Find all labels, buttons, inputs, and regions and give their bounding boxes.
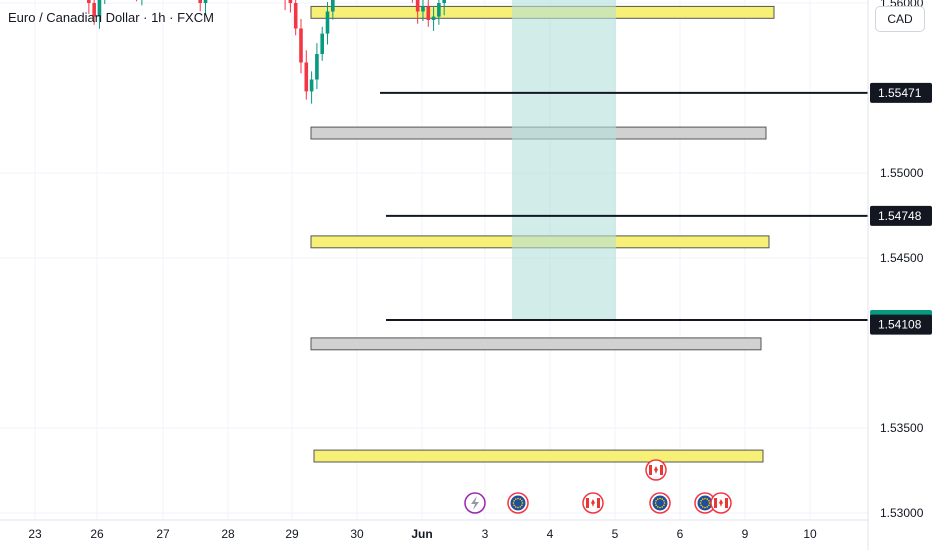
yellow-zone xyxy=(313,449,764,463)
candle-body xyxy=(442,0,446,3)
price-label: 1.54748 xyxy=(878,209,922,223)
time-axis: 23 26 27 28 29 30 Jun 3 4 5 6 9 10 xyxy=(0,519,868,541)
short-position-tool xyxy=(512,0,616,321)
candle-body xyxy=(97,0,102,17)
eu-flag-icon[interactable] xyxy=(649,492,671,514)
price-label-box xyxy=(870,82,932,103)
x-tick-label: 6 xyxy=(677,527,684,541)
candle-body xyxy=(437,3,441,17)
canada-flag-icon[interactable] xyxy=(645,459,667,481)
x-tick-label: 10 xyxy=(803,527,817,541)
y-tick-label: 1.53500 xyxy=(880,421,924,435)
x-tick-label: 29 xyxy=(285,527,299,541)
chart-title: Euro / Canadian Dollar · 1h · FXCM xyxy=(8,10,214,25)
currency-button[interactable]: CAD xyxy=(875,6,925,32)
candle-body xyxy=(431,16,436,20)
candle-body xyxy=(92,3,96,17)
candle-body xyxy=(320,33,325,54)
candle-body xyxy=(415,0,420,12)
candle-body xyxy=(87,0,91,3)
x-tick-label: 9 xyxy=(742,527,749,541)
x-tick-label: 30 xyxy=(350,527,364,541)
take-profit-zone xyxy=(512,0,616,321)
price-axis: 1.585001.580001.575001.560001.550001.545… xyxy=(867,0,932,550)
candle-body xyxy=(203,0,208,3)
candle-body xyxy=(198,0,203,3)
candle-body xyxy=(426,6,431,21)
x-tick-label: 4 xyxy=(547,527,554,541)
candle-body xyxy=(331,0,335,12)
price-label: 1.54108 xyxy=(878,318,922,332)
x-tick-label: 27 xyxy=(156,527,170,541)
candle-body xyxy=(299,28,303,63)
candle-body xyxy=(325,11,330,34)
x-tick-label: 3 xyxy=(482,527,489,541)
economic-events xyxy=(464,459,732,514)
price-label-box xyxy=(870,205,932,226)
candlesticks xyxy=(87,0,446,104)
y-tick-label: 1.55000 xyxy=(880,166,924,180)
candle-body xyxy=(288,0,293,3)
x-tick-label: 28 xyxy=(221,527,235,541)
y-tick-label: 1.56000 xyxy=(880,0,924,10)
canada-flag-icon[interactable] xyxy=(710,492,732,514)
x-tick-label: 5 xyxy=(612,527,619,541)
price-label: 1.55471 xyxy=(878,86,922,100)
candle-body xyxy=(315,54,319,80)
price-label-box xyxy=(870,314,932,335)
gray-zone xyxy=(310,337,762,351)
x-tick-label: Jun xyxy=(411,527,432,541)
x-tick-label: 26 xyxy=(90,527,104,541)
grid xyxy=(0,0,868,520)
y-tick-label: 1.54500 xyxy=(880,251,924,265)
horizontal-lines xyxy=(380,91,868,322)
eu-flag-icon[interactable] xyxy=(694,492,716,514)
candle-body xyxy=(309,79,314,92)
candle-body xyxy=(421,6,425,12)
x-tick-label: 23 xyxy=(28,527,42,541)
lightning-icon[interactable] xyxy=(464,492,486,514)
canada-flag-icon[interactable] xyxy=(582,492,604,514)
candle-body xyxy=(293,3,298,29)
candle-body xyxy=(304,62,309,92)
eu-flag-icon[interactable] xyxy=(507,492,529,514)
y-tick-label: 1.53000 xyxy=(880,506,924,520)
